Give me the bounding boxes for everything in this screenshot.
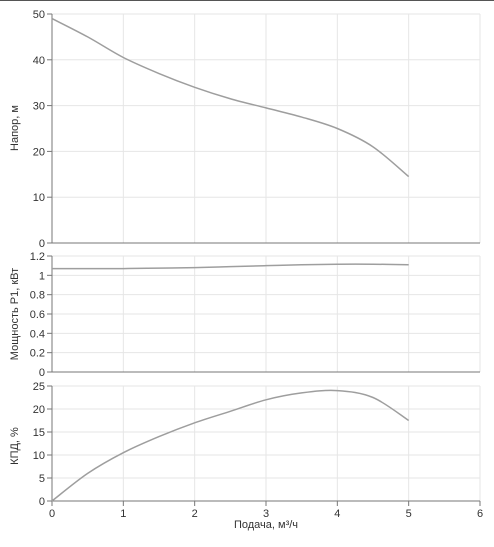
panel-3-ytick-label: 5 [39,473,45,485]
panel-1-ytick-label: 50 [33,9,45,21]
x-tick-label: 0 [49,508,55,520]
x-tick-label: 3 [263,508,269,520]
x-tick-label: 2 [192,508,198,520]
panel-3-series-1-line [51,389,410,502]
x-tick-label: 1 [120,508,126,520]
panel-2-ytick-label: 0.2 [30,348,45,360]
panel-3-ytick-label: 0 [39,496,45,508]
panel-2-ytick-label: 0.6 [30,309,45,321]
panel-2-ytick-label: 0.8 [30,290,45,302]
panel-3-ytick-label: 10 [33,450,45,462]
panel-2-ytick-label: 0.4 [30,328,45,340]
panel-2-series-1-line [51,263,409,270]
panel-3-ytick-label: 25 [33,381,45,393]
panel-1-ytick-label: 20 [33,146,45,158]
panel-2-y-axis-title: Мощность Р1, кВт [9,268,21,360]
panel-1-ytick-label: 40 [33,55,45,67]
panel-1-ytick-label: 0 [39,238,45,250]
panel-3-ytick-label: 15 [33,427,45,439]
x-tick-label: 4 [334,508,340,520]
x-axis-title: Подача, м³/ч [234,519,298,531]
x-tick-label: 6 [477,508,483,520]
panel-3-y-axis-title: КПД, % [9,427,21,465]
panel-2-ytick-label: 0 [39,367,45,379]
panel-3-ytick-label: 20 [33,404,45,416]
panel-1-ytick-label: 10 [33,192,45,204]
panel-1-y-axis-title: Напор, м [9,105,21,151]
panel-1-ytick-label: 30 [33,101,45,113]
panel-2-ytick-label: 1 [39,270,45,282]
panel-1-series-1-line [51,17,410,178]
x-tick-label: 5 [406,508,412,520]
panel-2-ytick-label: 1.2 [30,251,45,263]
